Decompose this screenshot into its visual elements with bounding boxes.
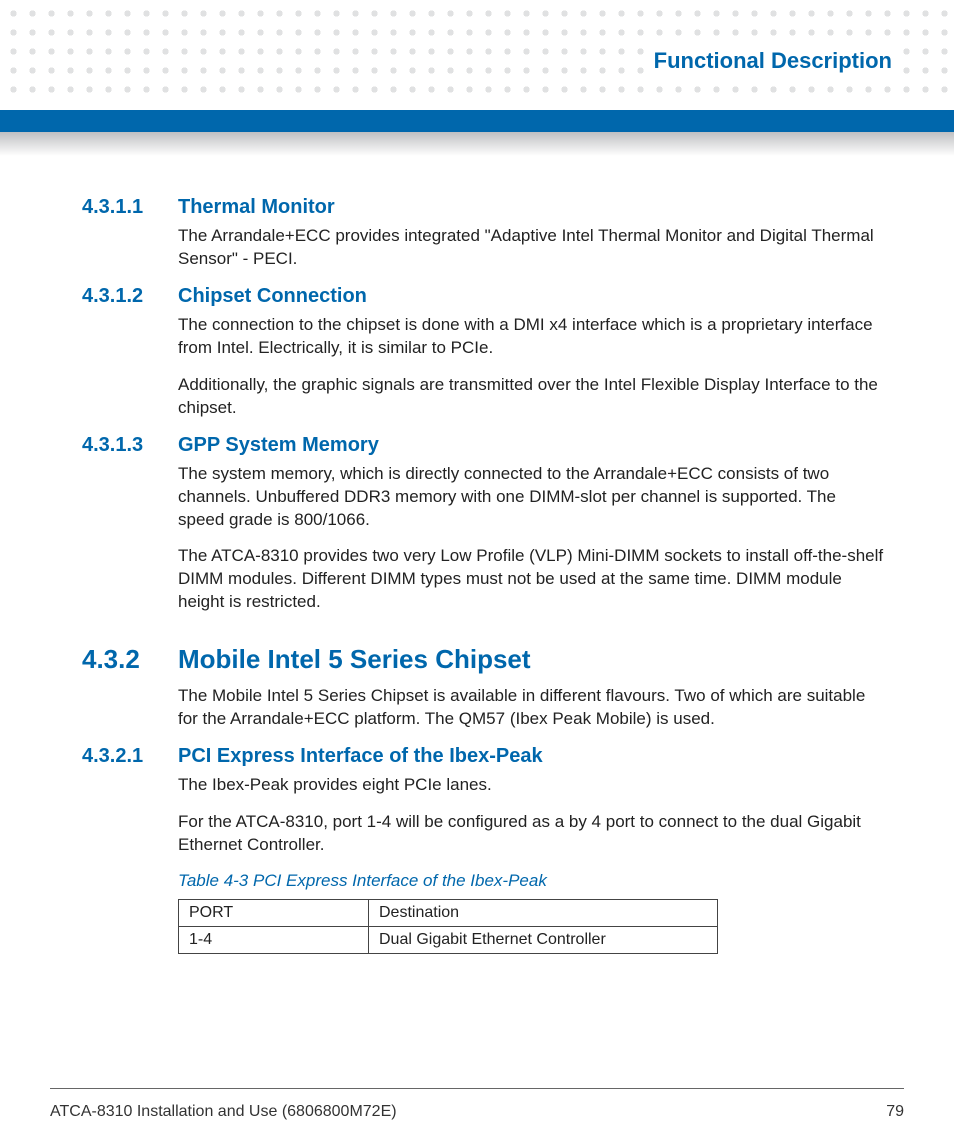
section-body-4321: The Ibex-Peak provides eight PCIe lanes.… bbox=[178, 774, 886, 954]
section-title: PCI Express Interface of the Ibex-Peak bbox=[178, 745, 543, 768]
section-heading-4311: 4.3.1.1 Thermal Monitor bbox=[82, 196, 890, 219]
paragraph: The ATCA-8310 provides two very Low Prof… bbox=[178, 545, 886, 614]
section-body-4311: The Arrandale+ECC provides integrated "A… bbox=[178, 225, 886, 271]
section-number: 4.3.1.2 bbox=[82, 285, 178, 308]
paragraph: The system memory, which is directly con… bbox=[178, 463, 886, 532]
section-heading-4321: 4.3.2.1 PCI Express Interface of the Ibe… bbox=[82, 745, 890, 768]
footer-doc-title: ATCA-8310 Installation and Use (6806800M… bbox=[50, 1103, 397, 1121]
paragraph: For the ATCA-8310, port 1-4 will be conf… bbox=[178, 811, 886, 857]
section-body-4312: The connection to the chipset is done wi… bbox=[178, 314, 886, 420]
paragraph: The connection to the chipset is done wi… bbox=[178, 314, 886, 360]
table-row: 1-4 Dual Gigabit Ethernet Controller bbox=[179, 926, 718, 953]
table-cell: Dual Gigabit Ethernet Controller bbox=[369, 926, 718, 953]
paragraph: The Ibex-Peak provides eight PCIe lanes. bbox=[178, 774, 886, 797]
section-title: Thermal Monitor bbox=[178, 196, 335, 219]
section-heading-4313: 4.3.1.3 GPP System Memory bbox=[82, 434, 890, 457]
paragraph: The Arrandale+ECC provides integrated "A… bbox=[178, 225, 886, 271]
pcie-table: PORT Destination 1-4 Dual Gigabit Ethern… bbox=[178, 899, 718, 954]
section-title: Chipset Connection bbox=[178, 285, 367, 308]
page-footer: ATCA-8310 Installation and Use (6806800M… bbox=[50, 1103, 904, 1121]
table-header-cell: Destination bbox=[369, 899, 718, 926]
section-heading-4312: 4.3.1.2 Chipset Connection bbox=[82, 285, 890, 308]
section-body-4313: The system memory, which is directly con… bbox=[178, 463, 886, 615]
section-title: Mobile Intel 5 Series Chipset bbox=[178, 644, 531, 675]
section-number: 4.3.1.1 bbox=[82, 196, 178, 219]
section-body-432: The Mobile Intel 5 Series Chipset is ava… bbox=[178, 685, 886, 731]
header-grey-fade bbox=[0, 132, 954, 156]
header-blue-bar bbox=[0, 110, 954, 132]
section-title: GPP System Memory bbox=[178, 434, 379, 457]
table-cell: 1-4 bbox=[179, 926, 369, 953]
table-row: PORT Destination bbox=[179, 899, 718, 926]
section-number: 4.3.1.3 bbox=[82, 434, 178, 457]
footer-page-number: 79 bbox=[886, 1103, 904, 1121]
running-header-title: Functional Description bbox=[648, 48, 898, 74]
footer-rule bbox=[50, 1088, 904, 1089]
paragraph: The Mobile Intel 5 Series Chipset is ava… bbox=[178, 685, 886, 731]
section-number: 4.3.2 bbox=[82, 644, 178, 675]
page-content: 4.3.1.1 Thermal Monitor The Arrandale+EC… bbox=[82, 186, 890, 954]
paragraph: Additionally, the graphic signals are tr… bbox=[178, 374, 886, 420]
section-number: 4.3.2.1 bbox=[82, 745, 178, 768]
table-header-cell: PORT bbox=[179, 899, 369, 926]
table-caption: Table 4-3 PCI Express Interface of the I… bbox=[178, 871, 886, 891]
section-heading-432: 4.3.2 Mobile Intel 5 Series Chipset bbox=[82, 644, 890, 675]
